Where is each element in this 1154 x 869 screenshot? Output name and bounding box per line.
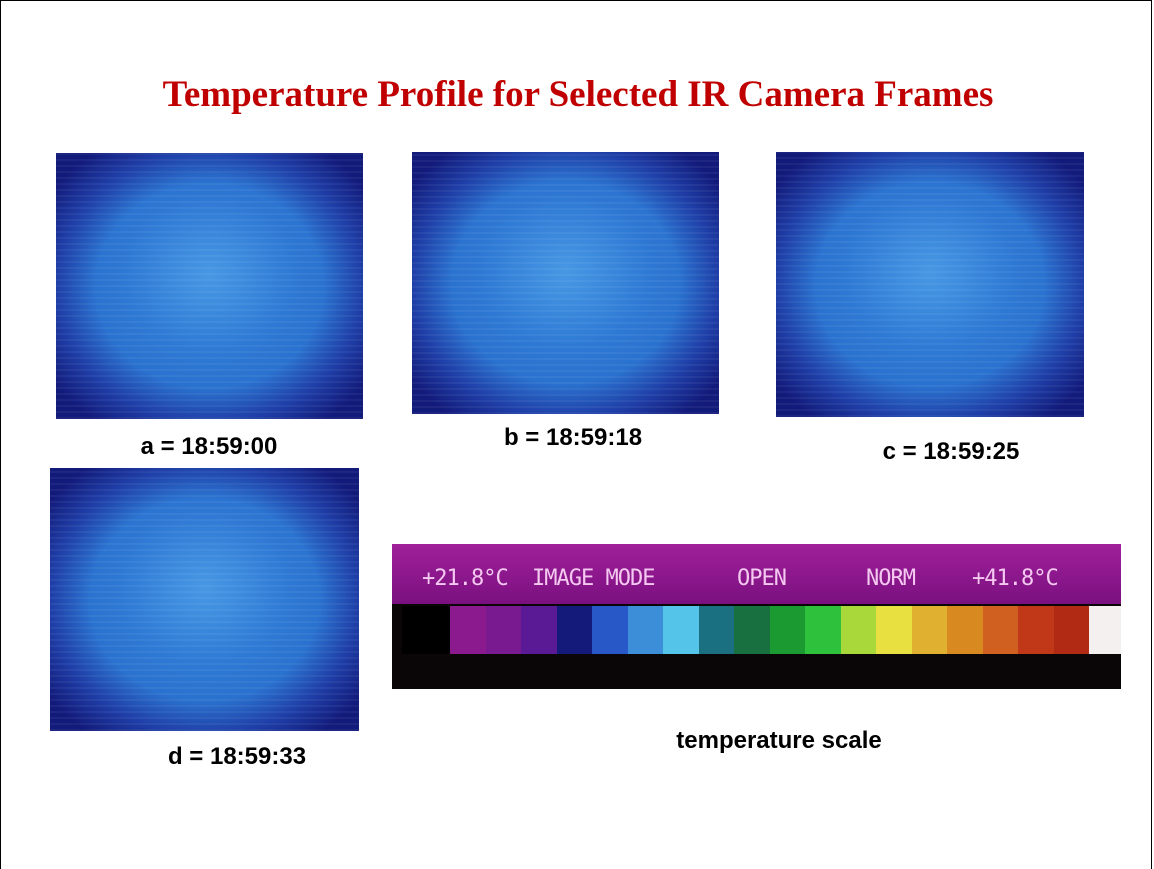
ir-frame-image [776,152,1084,417]
ir-frame-image [56,153,363,419]
ir-frame-image [50,468,359,731]
readout-text: +41.8°C [972,566,1058,591]
temperature-scale-image: +21.8°C IMAGE MODE OPEN NORM +41.8°C [392,544,1121,689]
frame-caption: b = 18:59:18 [423,424,723,452]
readout-text: OPEN [737,566,786,591]
color-swatches [402,606,1121,654]
frame-caption: a = 18:59:00 [59,433,359,461]
ir-frame-image [412,152,719,414]
frame-caption: c = 18:59:25 [801,438,1101,466]
readout-text: +21.8°C [422,566,508,591]
readout-text: IMAGE MODE [532,566,654,591]
readout-band: +21.8°C IMAGE MODE OPEN NORM +41.8°C [392,544,1121,604]
readout-text: NORM [866,566,915,591]
page: Temperature Profile for Selected IR Came… [0,0,1154,869]
scale-caption: temperature scale [629,727,929,755]
slide-title: Temperature Profile for Selected IR Came… [1,73,1154,116]
frame-caption: d = 18:59:33 [87,743,387,771]
slide: Temperature Profile for Selected IR Came… [0,0,1152,869]
